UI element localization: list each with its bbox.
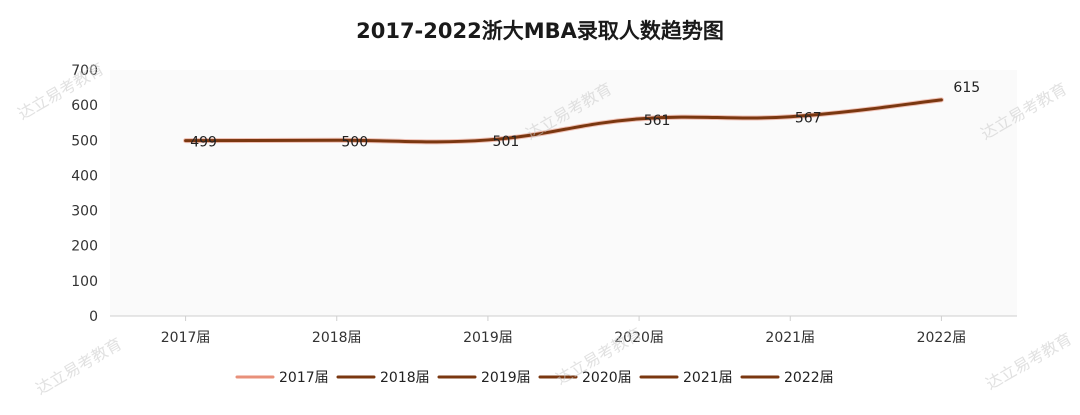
x-tick-label: 2019届 <box>463 330 513 346</box>
legend-label: 2017届 <box>279 370 329 386</box>
watermark: 达立易考教育 <box>983 329 1076 393</box>
legend: 2017届 2018届 2019届 2020届 2021届 2022届 <box>235 370 834 386</box>
x-tick-label: 2018届 <box>312 330 362 346</box>
data-label: 499 <box>190 135 217 151</box>
y-tick-label: 500 <box>71 133 98 149</box>
x-tick-label: 2017届 <box>161 330 211 346</box>
legend-label: 2021届 <box>683 370 733 386</box>
legend-item[interactable]: 2020届 <box>538 370 632 386</box>
y-tick-label: 200 <box>71 239 98 255</box>
chart-title: 2017-2022浙大MBA录取人数趋势图 <box>356 19 724 43</box>
watermark: 达立易考教育 <box>33 334 126 398</box>
data-label: 501 <box>493 134 520 150</box>
y-axis-ticks: 0 100 200 300 400 500 600 700 <box>71 63 98 325</box>
y-tick-label: 100 <box>71 274 98 290</box>
data-labels: 499 500 501 561 567 615 <box>190 80 980 151</box>
legend-item[interactable]: 2021届 <box>639 370 733 386</box>
y-tick-label: 600 <box>71 98 98 114</box>
legend-item[interactable]: 2017届 <box>235 370 329 386</box>
x-axis-ticks: 2017届 2018届 2019届 2020届 2021届 2022届 <box>161 316 966 346</box>
x-tick-label: 2020届 <box>614 330 664 346</box>
data-label: 500 <box>341 134 368 150</box>
legend-label: 2018届 <box>380 370 430 386</box>
data-label: 567 <box>795 111 822 127</box>
y-tick-label: 700 <box>71 63 98 79</box>
x-tick-label: 2022届 <box>917 330 967 346</box>
legend-item[interactable]: 2019届 <box>437 370 531 386</box>
legend-label: 2020届 <box>582 370 632 386</box>
legend-label: 2019届 <box>481 370 531 386</box>
x-tick-label: 2021届 <box>765 330 815 346</box>
legend-label: 2022届 <box>784 370 834 386</box>
legend-item[interactable]: 2022届 <box>740 370 834 386</box>
y-tick-label: 400 <box>71 168 98 184</box>
series-line <box>184 98 943 144</box>
y-tick-label: 0 <box>89 309 98 325</box>
legend-item[interactable]: 2018届 <box>336 370 430 386</box>
data-label: 615 <box>953 80 980 96</box>
data-label: 561 <box>644 113 671 129</box>
y-tick-label: 300 <box>71 204 98 220</box>
